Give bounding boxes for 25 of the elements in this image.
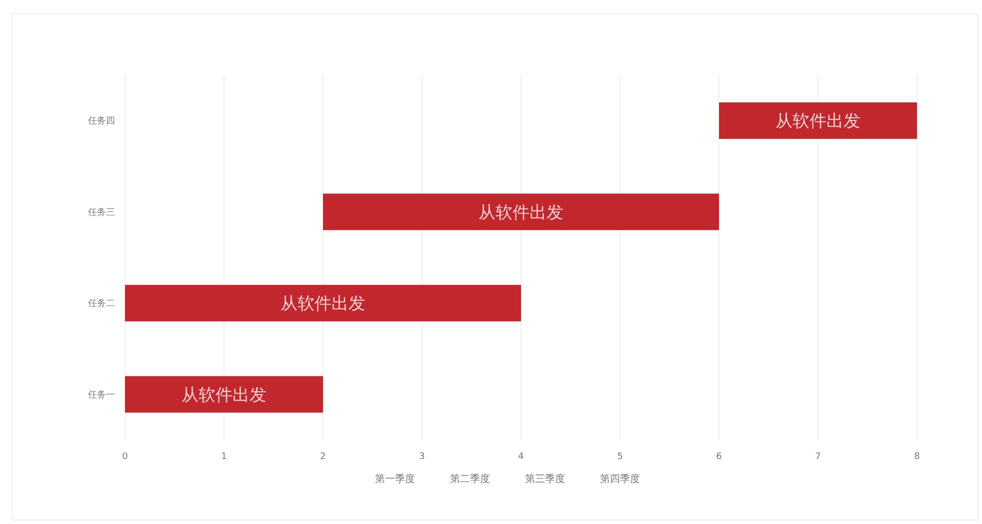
text: 第一季度 xyxy=(375,473,415,485)
x-tick-label: 2 xyxy=(320,452,326,462)
y-tick-label: 任务一 xyxy=(87,389,115,400)
y-tick-label: 任务三 xyxy=(87,206,115,218)
x-tick-label: 5 xyxy=(617,452,623,462)
bar xyxy=(125,284,521,322)
data-label: 从软件出发 xyxy=(478,202,564,223)
x-tick-label: 3 xyxy=(419,452,425,462)
text: 第二季度 xyxy=(450,473,490,485)
x-tick-label: 0 xyxy=(122,452,128,462)
x-tick-label: 6 xyxy=(716,452,722,462)
text: 第四季度 xyxy=(600,473,640,485)
bar xyxy=(323,194,719,230)
x-tick-label: 1 xyxy=(221,452,227,462)
data-label: 从软件出发 xyxy=(776,112,860,132)
bar xyxy=(719,102,917,139)
x-tick-label: 7 xyxy=(815,452,821,462)
y-tick-label: 任务二 xyxy=(87,298,115,310)
text: 第三季度 xyxy=(525,473,565,485)
bar xyxy=(125,376,323,413)
data-label: 从软件出发 xyxy=(182,385,266,406)
x-tick-label: 4 xyxy=(518,452,524,462)
y-tick-label: 任务四 xyxy=(87,116,115,127)
x-tick-label: 8 xyxy=(914,452,920,462)
data-label: 从软件出发 xyxy=(280,294,366,314)
